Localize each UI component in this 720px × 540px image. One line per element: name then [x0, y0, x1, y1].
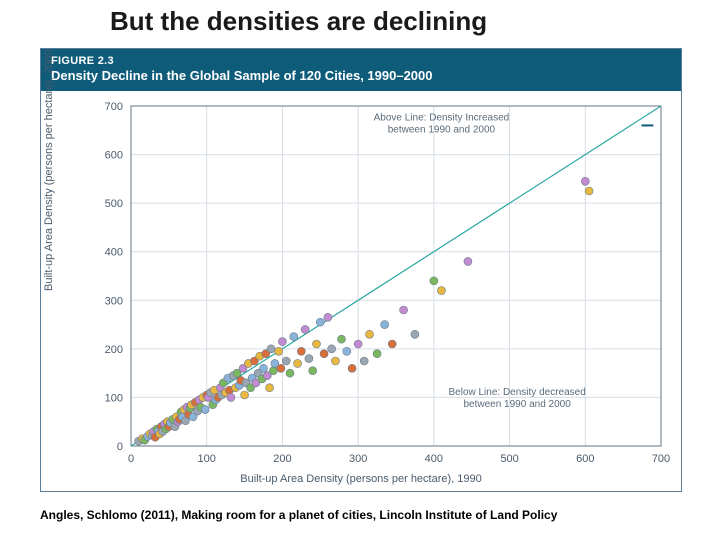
scatter-chart: 0 100 200 300 400 500 600 700 0 100 200 300 400 500 60… [41, 91, 681, 491]
svg-text:500: 500 [105, 198, 123, 210]
svg-text:Below Line: Density decreased: Below Line: Density decreased [448, 387, 585, 398]
data-point [324, 313, 332, 321]
data-point [337, 335, 345, 343]
svg-text:0: 0 [128, 453, 134, 465]
data-point [294, 359, 302, 367]
data-point [278, 338, 286, 346]
figure-label: FIGURE 2.3 [51, 55, 671, 67]
data-point [313, 340, 321, 348]
data-point [360, 357, 368, 365]
x-axis-title: Built-up Area Density (persons per hecta… [41, 473, 681, 485]
data-point [585, 187, 593, 195]
data-point [275, 347, 283, 355]
data-point [282, 357, 290, 365]
data-point [301, 325, 309, 333]
svg-text:0: 0 [117, 441, 123, 453]
data-point [581, 177, 589, 185]
svg-text:Above Line: Density Increased: Above Line: Density Increased [374, 113, 510, 124]
svg-text:200: 200 [273, 453, 291, 465]
data-point [411, 330, 419, 338]
data-point [354, 340, 362, 348]
figure-header: FIGURE 2.3 Density Decline in the Global… [41, 49, 681, 91]
data-point [290, 333, 298, 341]
figure-title: Density Decline in the Global Sample of … [51, 68, 671, 83]
data-point [267, 345, 275, 353]
data-point [260, 364, 268, 372]
svg-text:300: 300 [105, 295, 123, 307]
svg-text:600: 600 [576, 453, 594, 465]
data-point [277, 364, 285, 372]
svg-text:300: 300 [349, 453, 367, 465]
svg-text:between 1990 and 2000: between 1990 and 2000 [463, 399, 571, 410]
data-point [400, 306, 408, 314]
data-point [286, 369, 294, 377]
svg-text:100: 100 [198, 453, 216, 465]
data-point [331, 357, 339, 365]
data-point [437, 287, 445, 295]
data-point [343, 347, 351, 355]
data-point [227, 393, 235, 401]
figure-container: FIGURE 2.3 Density Decline in the Global… [40, 48, 682, 492]
data-point [366, 330, 374, 338]
citation: Angles, Schlomo (2011), Making room for … [40, 508, 557, 522]
data-point [241, 391, 249, 399]
svg-text:between 1990 and 2000: between 1990 and 2000 [388, 125, 496, 136]
data-point [266, 384, 274, 392]
svg-text:700: 700 [652, 453, 670, 465]
data-point [201, 406, 209, 414]
chart-area: 0 100 200 300 400 500 600 700 0 100 200 300 400 500 60… [41, 91, 681, 491]
data-point [381, 321, 389, 329]
data-point [309, 367, 317, 375]
data-point [320, 350, 328, 358]
svg-text:400: 400 [425, 453, 443, 465]
data-point [297, 347, 305, 355]
data-point [464, 257, 472, 265]
data-point [373, 350, 381, 358]
svg-text:600: 600 [105, 150, 123, 162]
svg-text:100: 100 [105, 392, 123, 404]
y-axis-title: Built-up Area Density (persons per hecta… [43, 49, 55, 291]
data-point [316, 318, 324, 326]
data-point [348, 364, 356, 372]
slide-title: But the densities are declining [110, 6, 487, 37]
data-point [269, 367, 277, 375]
svg-text:500: 500 [500, 453, 518, 465]
svg-text:200: 200 [105, 344, 123, 356]
data-point [430, 277, 438, 285]
svg-text:400: 400 [105, 247, 123, 259]
data-point [328, 345, 336, 353]
data-point [388, 340, 396, 348]
svg-text:700: 700 [105, 101, 123, 113]
data-point [305, 355, 313, 363]
